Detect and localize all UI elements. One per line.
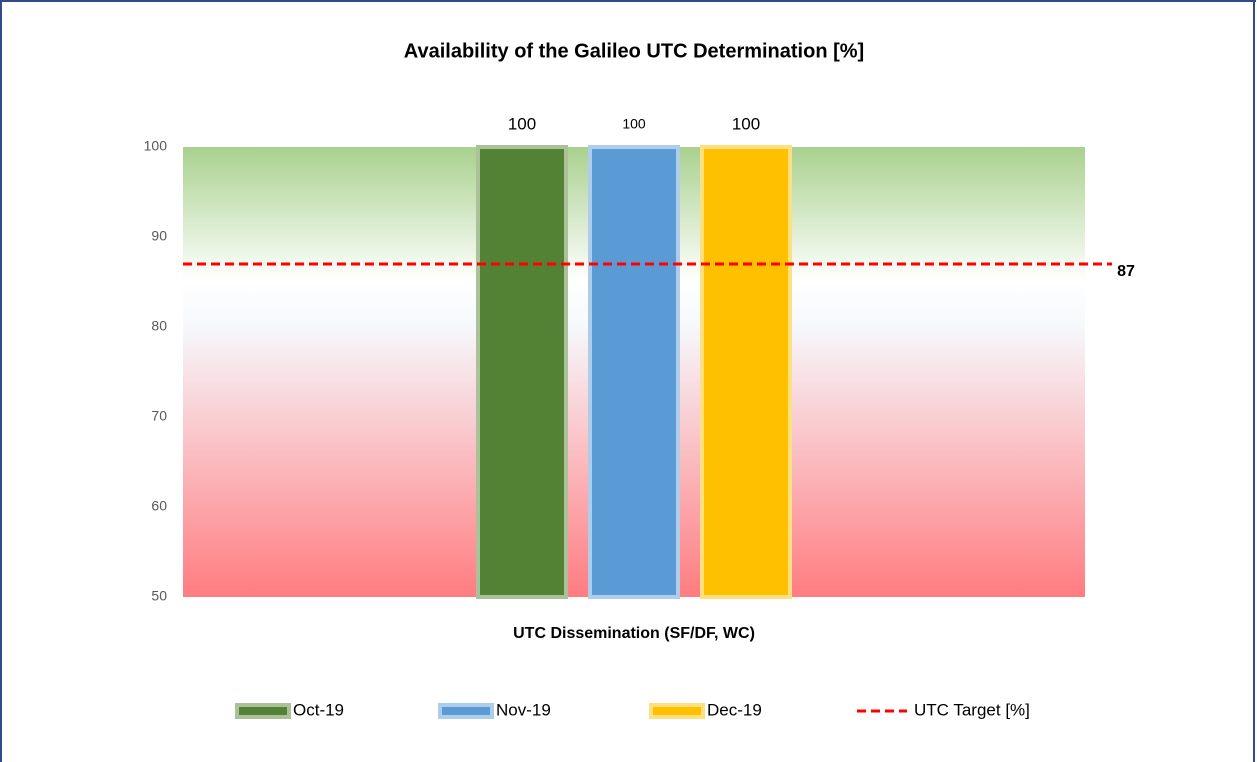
- y-tick-label: 60: [151, 498, 167, 514]
- legend-swatch: [438, 703, 494, 719]
- data-label: 100: [732, 114, 760, 133]
- x-axis-category: UTC Dissemination (SF/DF, WC): [513, 625, 755, 642]
- legend-swatch: [649, 703, 705, 719]
- y-tick-label: 50: [151, 588, 167, 604]
- bar: [700, 145, 792, 599]
- y-tick-label: 90: [151, 228, 167, 244]
- legend-label: Dec-19: [707, 700, 762, 719]
- legend-label: Oct-19: [293, 700, 344, 719]
- data-label: 100: [508, 114, 536, 133]
- legend-label: UTC Target [%]: [914, 700, 1030, 719]
- bar: [588, 145, 680, 599]
- target-label: 87: [1117, 263, 1135, 280]
- legend-swatch: [235, 703, 291, 719]
- data-label: 100: [622, 116, 646, 132]
- y-tick-label: 70: [151, 408, 167, 424]
- y-tick-label: 100: [144, 138, 168, 154]
- chart-title: Availability of the Galileo UTC Determin…: [404, 40, 864, 62]
- bar: [476, 145, 568, 599]
- legend-label: Nov-19: [496, 700, 551, 719]
- y-tick-label: 80: [151, 318, 167, 334]
